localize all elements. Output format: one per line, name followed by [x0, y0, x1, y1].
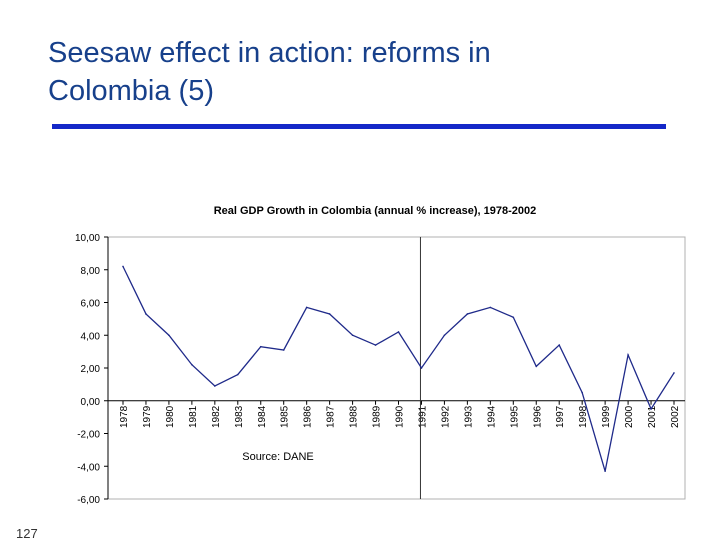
chart-title: Real GDP Growth in Colombia (annual % in…: [214, 205, 537, 217]
data-point: [122, 265, 124, 268]
x-tick-label: 1979: [142, 405, 153, 428]
slide-title: Seesaw effect in action: reforms in Colo…: [48, 34, 688, 110]
title-rule: [52, 124, 666, 129]
x-tick-label: 1989: [372, 405, 383, 428]
data-point: [282, 349, 285, 351]
data-point: [397, 331, 400, 333]
y-tick-label: -2,00: [77, 430, 100, 441]
data-point: [236, 373, 239, 376]
x-tick-label: 1988: [349, 405, 360, 428]
data-point: [191, 363, 193, 366]
data-point: [259, 345, 262, 348]
data-point: [328, 313, 331, 315]
data-point: [214, 385, 216, 387]
x-tick-label: 1995: [509, 405, 520, 428]
x-tick-label: 1993: [463, 405, 474, 428]
x-tick-label: 1986: [303, 405, 314, 428]
y-axis: -6,00 -4,00 -2,00 0,00 2,00 4,00 6,00 8,00 10,00: [75, 233, 109, 506]
data-point: [627, 354, 629, 356]
data-point: [145, 313, 147, 315]
x-tick-label: 1996: [532, 405, 543, 428]
data-point: [374, 344, 377, 346]
data-point: [168, 334, 170, 337]
data-point: [351, 334, 354, 337]
y-tick-label: -6,00: [77, 495, 100, 506]
y-tick-label: 8,00: [81, 266, 101, 277]
x-tick-label: 1991: [417, 405, 428, 428]
x-tick-label: 1978: [119, 405, 130, 428]
source-annotation: Source: DANE: [242, 451, 314, 463]
x-tick-label: 1999: [601, 405, 612, 428]
data-point: [535, 365, 538, 368]
x-tick-label: 2000: [624, 405, 635, 428]
slide-title-line-1: Seesaw effect in action: reforms in: [48, 37, 491, 69]
x-tick-label: 1990: [395, 405, 406, 428]
y-tick-label: -4,00: [77, 462, 100, 473]
x-tick-label: 1994: [486, 405, 497, 428]
data-point: [305, 306, 308, 309]
y-tick-label: 10,00: [75, 233, 100, 244]
data-point: [558, 344, 561, 346]
x-tick-label: 1981: [188, 405, 199, 428]
x-tick-label: 1980: [165, 405, 176, 428]
data-point: [604, 470, 606, 472]
x-tick-label: 1983: [234, 405, 245, 428]
y-tick-label: 4,00: [81, 331, 101, 342]
data-point: [650, 408, 652, 410]
data-point: [466, 313, 469, 315]
y-tick-label: 0,00: [81, 397, 101, 408]
x-tick-label: 1992: [440, 405, 451, 428]
x-tick-label: 1985: [280, 405, 291, 428]
data-point: [673, 372, 675, 374]
data-point: [581, 391, 583, 394]
data-point: [443, 334, 446, 337]
data-point: [489, 306, 492, 309]
data-point: [512, 316, 515, 319]
y-tick-label: 6,00: [81, 299, 101, 310]
x-tick-label: 1997: [555, 405, 566, 428]
slide-title-line-2: Colombia (5): [48, 75, 214, 107]
data-point: [420, 367, 423, 369]
page-number: 127: [16, 526, 38, 541]
x-tick-label: 1987: [326, 405, 337, 428]
x-tick-label: 1982: [211, 405, 222, 428]
x-axis: 1978 1979 1980 1981 1982 1983 1984 1985 1986 1987…: [108, 400, 685, 428]
series-line: [122, 266, 675, 472]
series-group: [122, 265, 675, 472]
x-tick-label: 1998: [578, 405, 589, 428]
x-tick-label: 1984: [257, 405, 268, 428]
x-tick-label: 2001: [647, 405, 658, 428]
y-tick-label: 2,00: [81, 364, 101, 375]
x-tick-label: 2002: [670, 405, 681, 428]
